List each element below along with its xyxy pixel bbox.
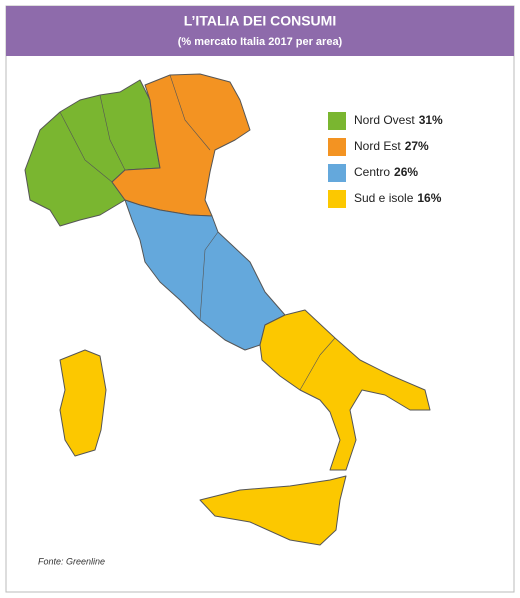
legend-value: 27% [405,139,429,153]
legend-value: 31% [419,113,443,127]
legend-swatch [328,138,346,156]
border [199,231,219,321]
legend-label: Nord Ovest 31% [354,113,443,127]
legend: Nord Ovest 31% Nord Est 27% Centro 26% Sud e i… [328,112,443,208]
legend-name: Nord Ovest [354,113,415,127]
legend-swatch [328,112,346,130]
legend-swatch [328,190,346,208]
legend-swatch [328,164,346,182]
region [59,349,107,457]
subtitle: (% mercato Italia 2017 per area) [178,36,343,48]
border [169,74,211,151]
source: Fonte: Greenline [38,556,105,566]
border [299,337,336,391]
map [24,73,431,546]
border [59,111,113,183]
region [259,309,431,471]
legend-name: Centro [354,165,390,179]
header-band [6,6,514,56]
legend-value: 16% [417,191,441,205]
legend-label: Nord Est 27% [354,139,429,153]
legend-name: Sud e isole [354,191,414,205]
border [99,94,126,171]
legend-name: Nord Est [354,139,401,153]
legend-value: 26% [394,165,418,179]
legend-label: Centro 26% [354,165,418,179]
region [199,475,347,546]
title: L’ITALIA DEI CONSUMI [184,13,336,29]
legend-label: Sud e isole 16% [354,191,442,205]
